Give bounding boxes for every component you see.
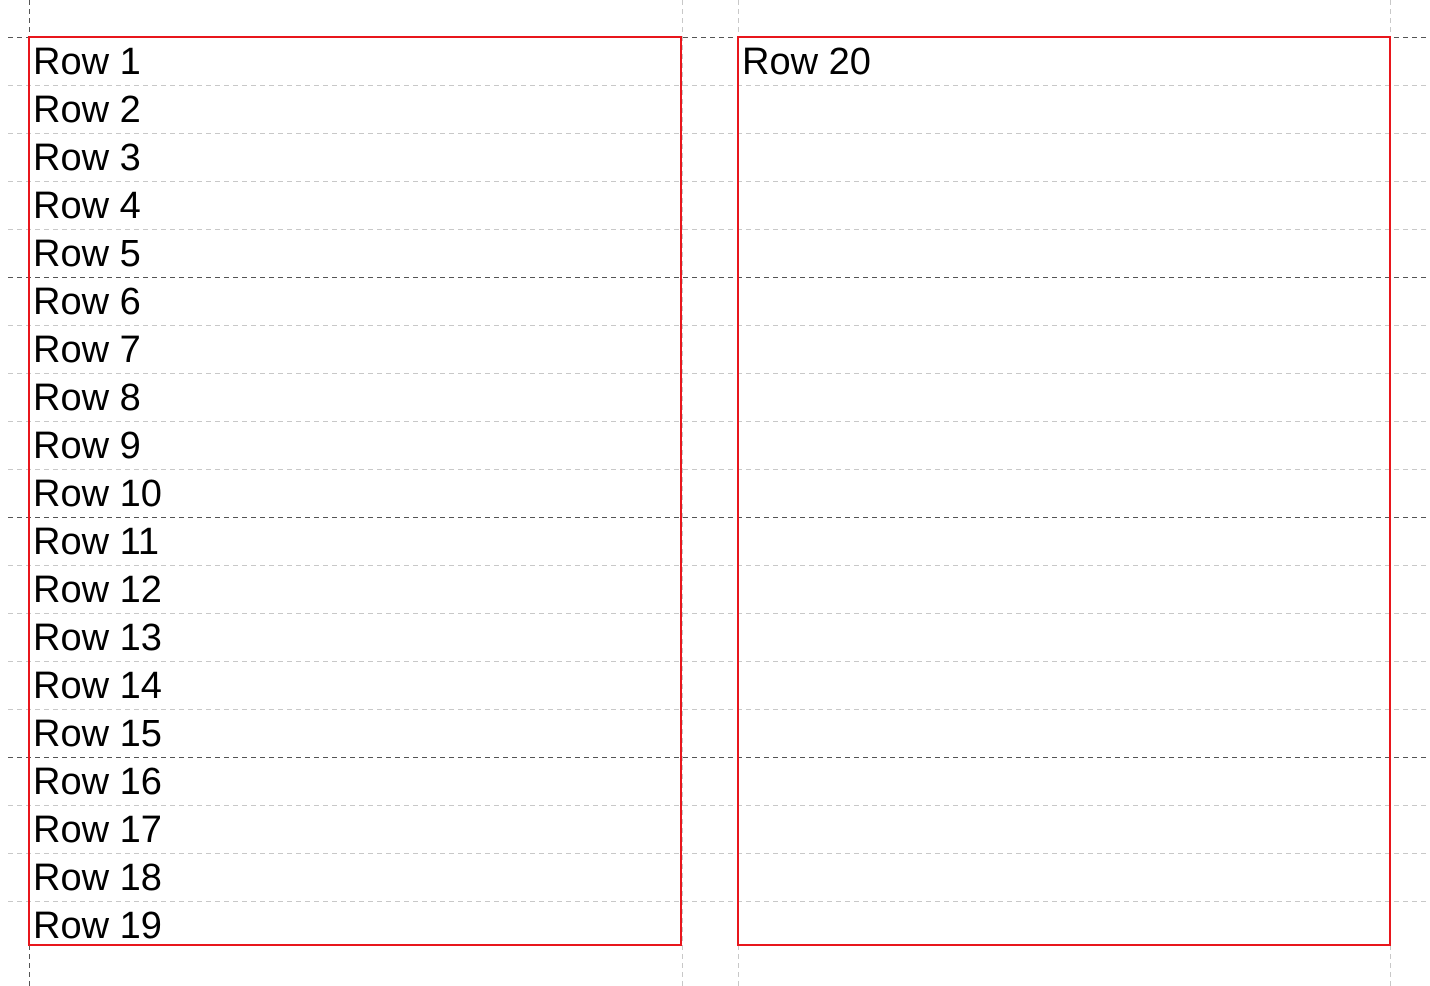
row-label: Row 8 <box>33 377 141 419</box>
row-label: Row 7 <box>33 329 141 371</box>
column-frame-1: Row 1 Row 2 Row 3 Row 4 Row 5 Row 6 Row 7 Row 8… <box>28 36 682 947</box>
row-label: Row 1 <box>33 41 141 83</box>
row-label: Row 16 <box>33 761 162 803</box>
row-label: Row 17 <box>33 809 162 851</box>
row-label: Row 2 <box>33 89 141 131</box>
row-label: Row 19 <box>33 905 162 947</box>
row-label: Row 13 <box>33 617 162 659</box>
row-label: Row 4 <box>33 185 141 227</box>
row-label: Row 5 <box>33 233 141 275</box>
row-label: Row 11 <box>33 521 160 563</box>
row-label: Row 6 <box>33 281 141 323</box>
column-frame-2: Row 20 <box>737 36 1391 946</box>
row-label: Row 14 <box>33 665 162 707</box>
row-label: Row 15 <box>33 713 162 755</box>
row-label: Row 20 <box>742 41 871 83</box>
row-label: Row 3 <box>33 137 141 179</box>
row-label: Row 18 <box>33 857 162 899</box>
row-label: Row 12 <box>33 569 162 611</box>
row-label: Row 9 <box>33 425 141 467</box>
row-label: Row 10 <box>33 473 162 515</box>
